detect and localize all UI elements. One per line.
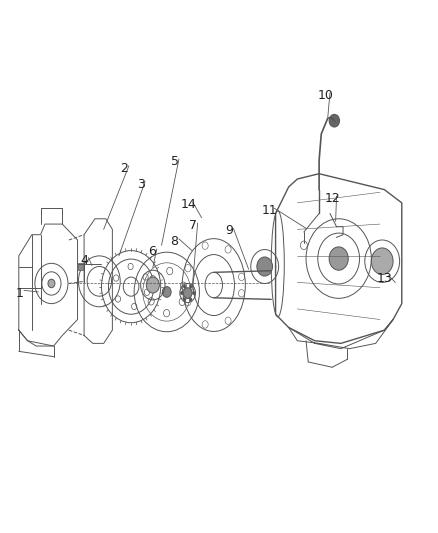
Text: 2: 2	[120, 162, 128, 175]
Circle shape	[189, 298, 192, 301]
Circle shape	[48, 279, 55, 288]
Text: 4: 4	[80, 254, 88, 266]
Text: 8: 8	[171, 235, 179, 248]
Circle shape	[329, 114, 339, 127]
Circle shape	[180, 292, 183, 295]
Text: 9: 9	[225, 224, 233, 238]
Text: 6: 6	[148, 245, 156, 258]
Text: 3: 3	[137, 178, 145, 191]
Circle shape	[371, 248, 393, 274]
Circle shape	[184, 288, 192, 298]
Text: 10: 10	[318, 88, 334, 102]
Text: 5: 5	[171, 155, 179, 168]
Circle shape	[257, 257, 272, 276]
Circle shape	[189, 285, 192, 288]
Bar	[78, 263, 84, 270]
Text: 14: 14	[180, 198, 196, 212]
Text: 13: 13	[377, 272, 392, 285]
Circle shape	[184, 298, 186, 301]
Text: 7: 7	[189, 219, 198, 232]
Circle shape	[329, 247, 348, 270]
Text: 11: 11	[262, 204, 278, 217]
Circle shape	[146, 277, 159, 293]
Text: 12: 12	[324, 192, 340, 205]
Circle shape	[162, 287, 171, 297]
Circle shape	[184, 285, 186, 288]
Circle shape	[192, 292, 195, 295]
Text: 1: 1	[16, 287, 24, 300]
